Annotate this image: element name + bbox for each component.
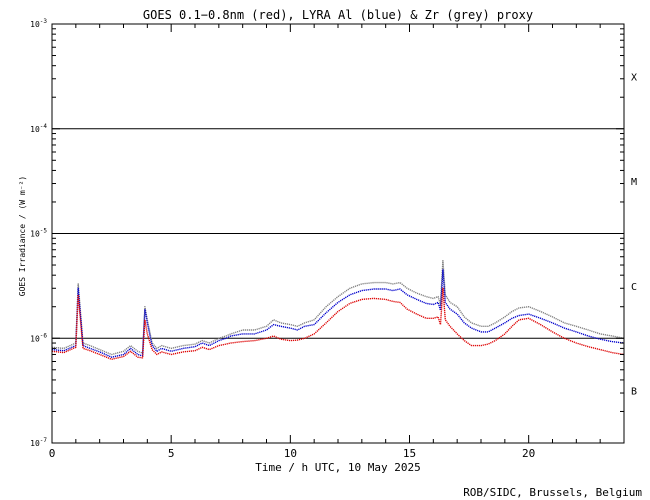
y-tick-label: 10-6	[30, 332, 47, 343]
y-axis-label: GOES Irradiance / (W m⁻²)	[18, 176, 27, 296]
x-tick-label: 0	[49, 447, 56, 460]
y-axis: 10-7 10-6 10-5 10-4 10-3	[30, 18, 624, 448]
class-threshold-lines	[52, 128, 624, 339]
series-line-2	[51, 287, 625, 360]
series-layer	[51, 260, 625, 360]
x-tick-label: 10	[284, 447, 297, 460]
flare-class-labels: B C M X	[631, 72, 637, 397]
y-tick-label: 10-5	[30, 228, 47, 239]
class-label-X: X	[631, 72, 637, 83]
y-tick-label: 10-7	[30, 437, 47, 448]
x-tick-label: 20	[522, 447, 535, 460]
credit-text: ROB/SIDC, Brussels, Belgium	[463, 486, 642, 499]
y-tick-label: 10-3	[30, 18, 47, 29]
class-label-M: M	[631, 177, 637, 188]
class-label-C: C	[631, 282, 637, 293]
x-tick-label: 15	[403, 447, 416, 460]
chart-title: GOES 0.1−0.8nm (red), LYRA Al (blue) & Z…	[143, 8, 533, 22]
x-tick-label: 5	[168, 447, 175, 460]
x-axis-label: Time / h UTC, 10 May 2025	[255, 461, 421, 474]
y-tick-label: 10-4	[30, 123, 47, 134]
x-axis: 0 5 10 15 20	[49, 24, 625, 460]
class-label-B: B	[631, 387, 637, 398]
series-line-0	[51, 260, 625, 356]
